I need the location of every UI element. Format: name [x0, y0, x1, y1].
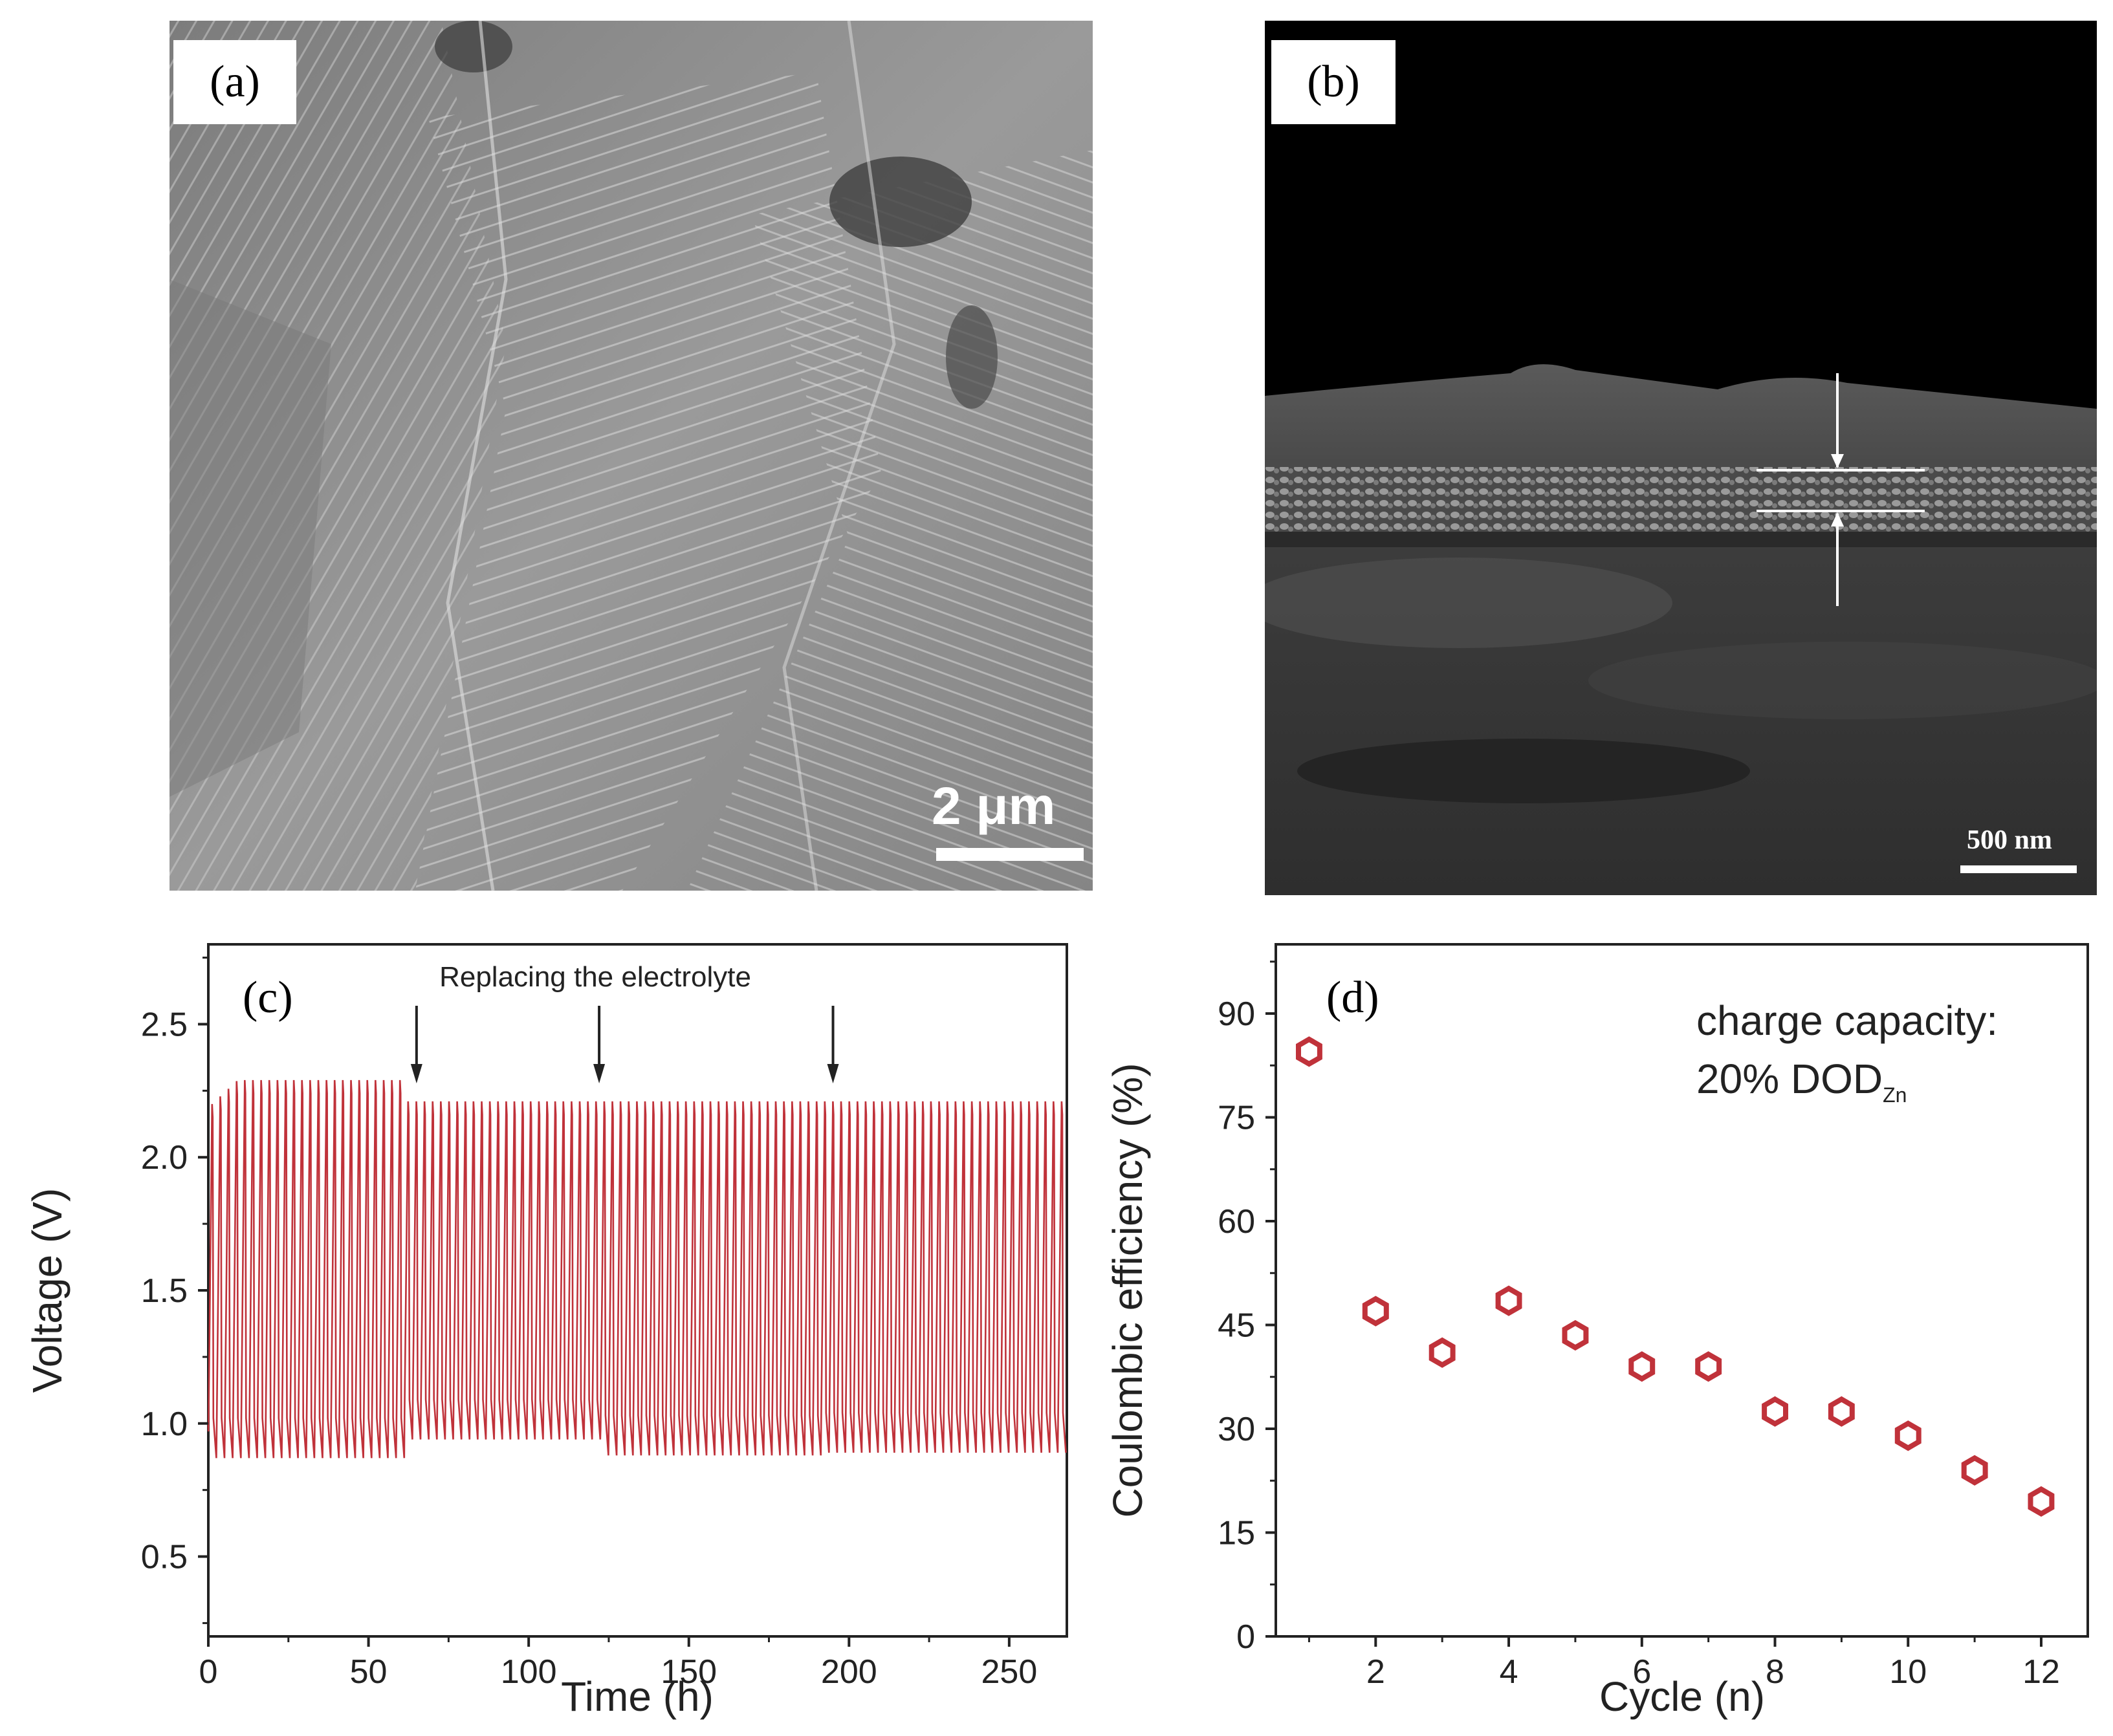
annotation-replacing-electrolyte: Replacing the electrolyte — [439, 961, 751, 993]
data-point — [1296, 1036, 1322, 1067]
annotation-charge-capacity: charge capacity: — [1696, 997, 1998, 1044]
y-tick-label: 1.5 — [141, 1272, 188, 1310]
scale-bar-b — [1960, 865, 2077, 873]
x-axis: 2 4 6 8 10 12 — [1308, 1636, 2060, 1691]
scale-bar-label-a: 2 μm — [932, 777, 1056, 836]
y-axis-label: Coulombic efficiency (%) — [1104, 1063, 1151, 1517]
scale-bar-a — [936, 848, 1084, 861]
y-tick-label: 1.0 — [141, 1405, 188, 1443]
x-tick-label: 0 — [199, 1653, 218, 1691]
y-tick-label: 30 — [1218, 1411, 1255, 1448]
panel-label-a: (a) — [173, 40, 296, 124]
data-point — [1762, 1396, 1788, 1427]
data-point — [1828, 1396, 1855, 1427]
data-points — [1296, 1036, 2055, 1517]
data-point — [1961, 1455, 1988, 1486]
y-tick-label: 0 — [1236, 1618, 1255, 1656]
annotation-dod-subscript: Zn — [1883, 1083, 1907, 1107]
x-tick-label: 4 — [1500, 1653, 1518, 1691]
x-tick-label: 50 — [350, 1653, 388, 1691]
sem-image-a — [170, 21, 1093, 891]
x-tick-label: 150 — [661, 1653, 717, 1691]
y-axis-label: Voltage (V) — [24, 1188, 71, 1393]
plot-frame — [1275, 943, 2089, 1638]
plot-area — [207, 1080, 1067, 1459]
data-point — [1562, 1319, 1589, 1351]
sem-image-b — [1265, 21, 2097, 895]
annotation-arrows — [410, 1006, 839, 1083]
y-axis: 0 15 30 45 60 75 90 — [1218, 960, 1276, 1656]
sem-texture-b — [1265, 364, 2097, 895]
y-tick-label: 15 — [1218, 1515, 1255, 1552]
panel-label-d: (d) — [1326, 973, 1379, 1023]
data-point — [2028, 1486, 2055, 1517]
arrow-head — [410, 1064, 422, 1083]
x-tick-label: 200 — [821, 1653, 877, 1691]
x-tick-label: 100 — [501, 1653, 557, 1691]
x-tick-label: 8 — [1766, 1653, 1784, 1691]
x-axis-label: Time (h) — [561, 1673, 714, 1720]
voltage-trace — [207, 1080, 1067, 1459]
x-axis-label: Cycle (n) — [1599, 1673, 1765, 1720]
y-tick-label: 2.5 — [141, 1006, 188, 1043]
y-tick-label: 90 — [1218, 995, 1255, 1033]
coulombic-efficiency-chart: 2 4 6 8 10 12 0 15 30 45 60 75 90 Cycle (n) Coulomb… — [1104, 943, 2089, 1720]
y-tick-label: 60 — [1218, 1203, 1255, 1241]
y-tick-label: 75 — [1218, 1100, 1255, 1137]
data-point — [1695, 1351, 1722, 1382]
x-axis: 0 50 100 150 200 250 — [199, 1636, 1037, 1691]
annotation-dod: 20% DODZn — [1696, 1056, 1907, 1107]
sem-texture-a — [170, 21, 1093, 891]
data-point — [1894, 1420, 1921, 1451]
y-tick-label: 45 — [1218, 1307, 1255, 1345]
x-tick-label: 250 — [981, 1653, 1037, 1691]
arrow-head — [593, 1064, 606, 1083]
panel-label-c: (c) — [243, 973, 293, 1023]
voltage-chart: 0 50 100 150 200 250 0.5 1.0 1.5 2.0 2.5 Time (h)… — [24, 943, 1068, 1720]
x-tick-label: 10 — [1889, 1653, 1927, 1691]
annotation-dod-main: 20% DOD — [1696, 1056, 1883, 1102]
y-axis: 0.5 1.0 1.5 2.0 2.5 — [141, 957, 208, 1624]
scale-bar-label-b: 500 nm — [1967, 825, 2052, 855]
x-tick-label: 2 — [1366, 1653, 1385, 1691]
x-tick-label: 6 — [1632, 1653, 1651, 1691]
arrow-head — [827, 1064, 839, 1083]
data-point — [1495, 1285, 1522, 1316]
panel-label-b: (b) — [1271, 40, 1396, 124]
data-point — [1628, 1351, 1656, 1382]
x-tick-label: 12 — [2022, 1653, 2060, 1691]
y-tick-label: 2.0 — [141, 1139, 188, 1177]
y-tick-label: 0.5 — [141, 1539, 188, 1576]
data-point — [1429, 1337, 1456, 1368]
data-point — [1362, 1296, 1389, 1327]
